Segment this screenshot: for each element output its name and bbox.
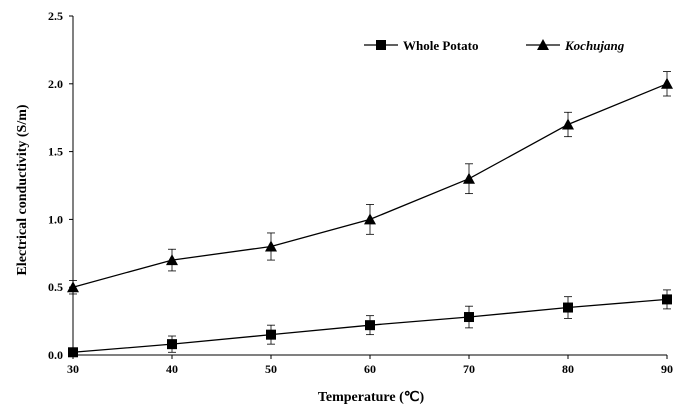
data-point-square [662, 294, 672, 305]
series-kochujang [67, 71, 673, 295]
data-point-triangle [265, 240, 277, 252]
legend-label-whole-potato: Whole Potato [403, 38, 478, 53]
data-point-square [464, 312, 474, 323]
y-tick-label: 2.0 [48, 77, 63, 91]
y-axis-title: Electrical conductivity (S/m) [15, 104, 30, 275]
data-point-square [365, 320, 375, 331]
y-tick-label: 1.5 [48, 145, 63, 159]
legend-triangle-marker-icon [537, 39, 549, 50]
y-tick-label: 1.0 [48, 212, 63, 226]
x-tick-label: 50 [265, 362, 277, 376]
x-tick-label: 90 [661, 362, 673, 376]
data-point-square [167, 339, 177, 350]
data-point-triangle [166, 254, 178, 266]
series-layer [67, 71, 673, 358]
y-tick-label: 2.5 [48, 9, 63, 23]
x-axis-ticks: 30 40 50 60 70 80 90 [67, 355, 673, 376]
series-whole-potato [68, 289, 672, 358]
y-tick-label: 0.0 [48, 348, 63, 362]
y-axis-ticks: 0.0 0.5 1.0 1.5 2.0 2.5 [48, 9, 73, 362]
data-point-triangle [463, 172, 475, 184]
plot-area: 30 40 50 60 70 80 90 0.0 0.5 1.0 1.5 2.0 2.5 [48, 9, 673, 376]
x-tick-label: 80 [562, 362, 574, 376]
data-point-triangle [562, 118, 574, 130]
data-point-triangle [67, 281, 79, 293]
y-tick-label: 0.5 [48, 280, 63, 294]
data-point-triangle [364, 213, 376, 225]
data-point-square [266, 329, 276, 340]
series-line-kochujang [72, 83, 668, 288]
x-tick-label: 60 [364, 362, 376, 376]
legend-square-marker-icon [376, 40, 386, 50]
legend: Whole Potato Kochujang [364, 38, 625, 53]
data-point-square [563, 302, 573, 313]
legend-label-kochujang: Kochujang [564, 38, 625, 53]
data-point-square [68, 347, 78, 358]
x-tick-label: 40 [166, 362, 178, 376]
x-tick-label: 70 [463, 362, 475, 376]
data-point-triangle [661, 77, 673, 89]
legend-item-kochujang: Kochujang [526, 38, 625, 53]
legend-item-whole-potato: Whole Potato [364, 38, 478, 53]
x-axis-title: Temperature (℃) [318, 390, 425, 405]
x-tick-label: 30 [67, 362, 79, 376]
